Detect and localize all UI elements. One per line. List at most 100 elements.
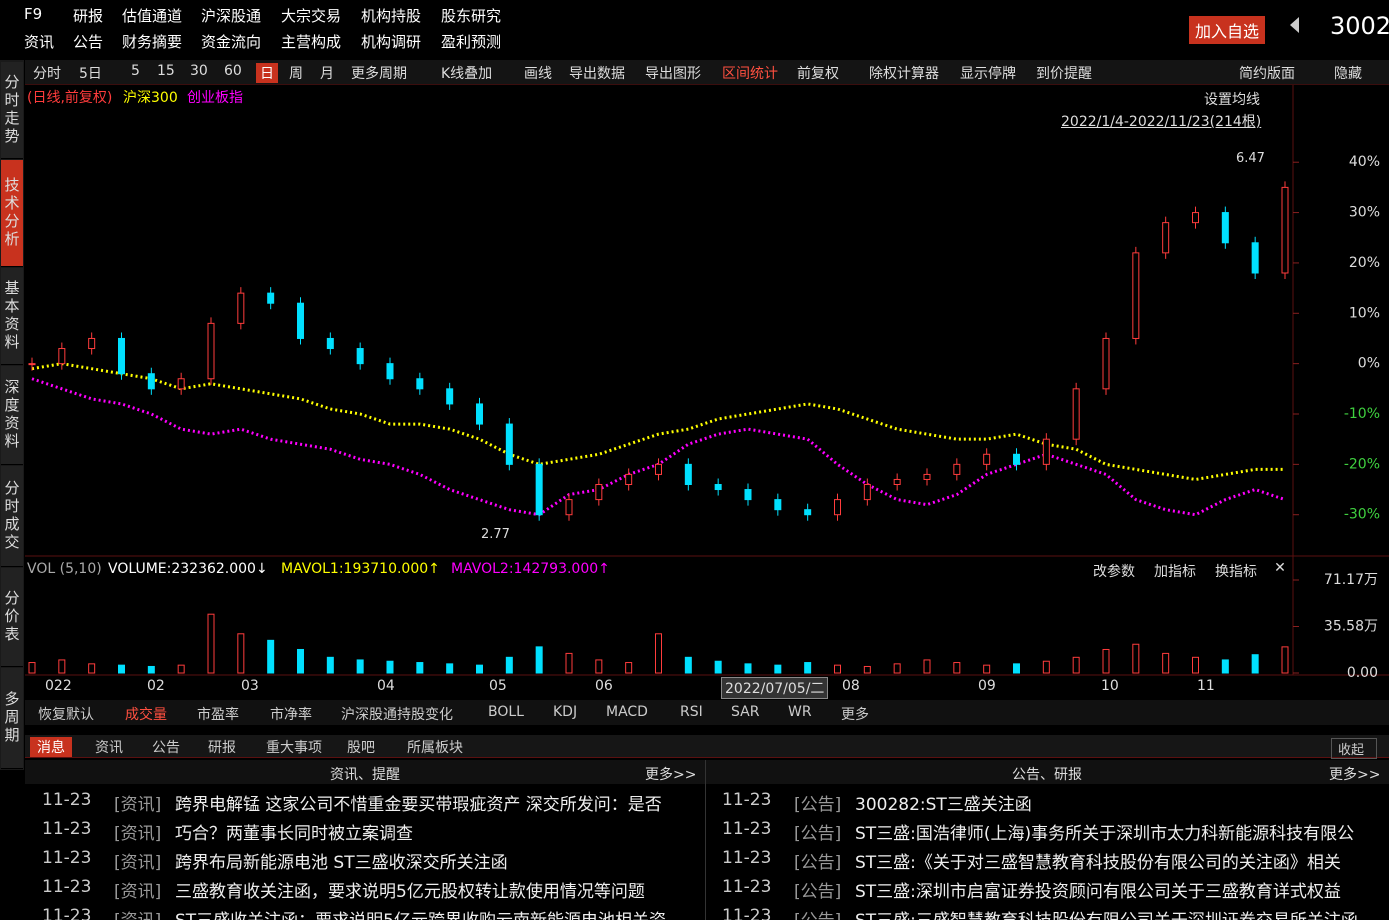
prev-arrow[interactable] [1290, 17, 1299, 33]
toolbar-button[interactable]: 显示停牌 [960, 66, 1016, 82]
menu-item[interactable]: 公告 [73, 33, 104, 51]
toolbar-button[interactable]: 简约版面 [1239, 66, 1295, 82]
volume-bar [565, 652, 573, 674]
candle [1132, 252, 1140, 339]
more-link[interactable]: 更多>> [1329, 767, 1381, 783]
volume-button[interactable]: 加指标 [1154, 564, 1196, 580]
indicator-tab[interactable]: 更多 [841, 707, 869, 723]
menu-item[interactable]: 机构持股 [361, 7, 422, 25]
close-button[interactable]: ✕ [1274, 560, 1286, 576]
indicator-tab[interactable]: KDJ [553, 704, 578, 720]
volume-button[interactable]: 改参数 [1093, 564, 1135, 580]
side-tab[interactable]: 分价表 [1, 568, 23, 667]
menu-item[interactable]: 主营构成 [281, 33, 342, 51]
candle [1102, 337, 1110, 390]
side-tab[interactable]: 基本资料 [1, 268, 23, 365]
toolbar-button[interactable]: 分时 [33, 66, 61, 82]
menu-item[interactable]: F9 [24, 5, 43, 23]
indicator-tab[interactable]: 市盈率 [197, 707, 239, 723]
menu-item[interactable]: 股东研究 [441, 7, 502, 25]
side-tab[interactable]: 分时走势 [1, 62, 23, 159]
toolbar-button[interactable]: 周 [289, 66, 303, 82]
side-tab[interactable]: 分时成交 [1, 466, 23, 567]
news-headline[interactable]: 跨界电解锰 这家公司不惜重金要买带瑕疵资产 深交所发问：是否 [175, 795, 662, 815]
volume-bar [58, 659, 66, 674]
toolbar-button[interactable]: 月 [320, 66, 334, 82]
indicator-tab[interactable]: 沪深股通持股变化 [341, 707, 453, 723]
candle [595, 484, 603, 501]
toolbar-button[interactable]: 区间统计 [722, 66, 778, 82]
side-tab[interactable]: 技术分析 [1, 160, 23, 267]
volume-button[interactable]: 换指标 [1215, 564, 1257, 580]
news-tab[interactable]: 股吧 [347, 740, 375, 756]
news-tab[interactable]: 研报 [208, 740, 236, 756]
indicator-tab[interactable]: BOLL [488, 704, 524, 720]
news-headline[interactable]: ST三盛:深圳市启富证券投资顾问有限公司关于三盛教育详式权益 [855, 882, 1341, 902]
toolbar-button[interactable]: 更多周期 [351, 66, 407, 82]
indicator-tab[interactable]: 市净率 [270, 707, 312, 723]
toolbar-button[interactable]: 到价提醒 [1036, 66, 1092, 82]
candle [446, 388, 454, 405]
indicator-tab[interactable]: WR [788, 704, 812, 720]
menu-item[interactable]: 沪深股通 [201, 7, 262, 25]
toolbar-button[interactable]: 隐藏 [1334, 66, 1362, 82]
news-headline[interactable]: 跨界布局新能源电池 ST三盛收深交所关注函 [175, 853, 508, 873]
settings-button[interactable]: 设置均线 [1204, 92, 1260, 108]
news-tab[interactable]: 重大事项 [266, 740, 322, 756]
toolbar-button[interactable]: 导出数据 [569, 66, 625, 82]
side-tab[interactable]: 多周期 [1, 668, 23, 769]
candle [893, 478, 901, 486]
volume-bar [1072, 656, 1080, 674]
indicator-tab[interactable]: 恢复默认 [38, 707, 94, 723]
indicator-tab[interactable]: 成交量 [125, 707, 167, 723]
toolbar-button[interactable]: 前复权 [797, 66, 839, 82]
menu-item[interactable]: 大宗交易 [281, 7, 342, 25]
collapse-button[interactable]: 收起 [1331, 738, 1378, 759]
menu-item[interactable]: 机构调研 [361, 33, 422, 51]
range-label: 2022/1/4-2022/11/23(214根) [1061, 114, 1262, 130]
toolbar-button[interactable]: 60 [224, 63, 242, 79]
volume-bar [923, 659, 931, 674]
news-tab[interactable]: 所属板块 [407, 740, 463, 756]
volume-header: VOLUME:232362.000↓ [108, 561, 268, 577]
menu-item[interactable]: 估值通道 [122, 7, 183, 25]
news-tag: [资讯] [114, 906, 161, 920]
toolbar-button[interactable]: 15 [157, 63, 175, 79]
toolbar-button[interactable]: 画线 [524, 66, 552, 82]
indicator-tab[interactable]: MACD [606, 704, 648, 720]
news-headline[interactable]: ST三盛:国浩律师(上海)事务所关于深圳市太力科新能源科技有限公 [855, 824, 1355, 844]
menu-item[interactable]: 资讯 [24, 33, 55, 51]
toolbar-button[interactable]: K线叠加 [441, 66, 493, 82]
news-tab[interactable]: 资讯 [95, 740, 123, 756]
toolbar-button[interactable]: 日 [256, 63, 278, 83]
news-headline[interactable]: 300282:ST三盛关注函 [855, 795, 1032, 815]
menu-item[interactable]: 财务摘要 [122, 33, 183, 51]
volume-bar [446, 663, 454, 674]
news-tab[interactable]: 消息 [30, 737, 72, 757]
volume-bar [655, 633, 662, 674]
menu-item[interactable]: 盈利预测 [441, 33, 502, 51]
news-date: 11-23 [42, 848, 92, 868]
side-tab[interactable]: 深度资料 [1, 366, 23, 465]
volume-header: MAVOL2:142793.000↑ [451, 561, 610, 577]
toolbar-button[interactable]: 除权计算器 [869, 66, 939, 82]
news-headline[interactable]: 巧合？两董事长同时被立案调查 [175, 824, 413, 844]
news-tag: [公告] [794, 853, 842, 873]
indicator-tab[interactable]: SAR [731, 704, 760, 720]
news-headline[interactable]: 三盛教育收关注函，要求说明5亿元股权转让款使用情况等问题 [175, 882, 645, 902]
news-headline[interactable]: ST三盛:三盛智慧教育科技股份有限公司关于深圳证券交易所关注函 [855, 906, 1387, 920]
volume-bar [267, 639, 275, 674]
more-link[interactable]: 更多>> [645, 767, 697, 783]
news-headline[interactable]: ST三盛收关注函：要求说明5亿元跨界收购云南新能源电池相关资 [175, 906, 703, 920]
add-watchlist[interactable]: 加入自选 [1189, 16, 1266, 44]
news-headline[interactable]: ST三盛:《关于对三盛智慧教育科技股份有限公司的关注函》相关 [855, 853, 1341, 873]
x-tick-label: 04 [377, 678, 395, 694]
toolbar-button[interactable]: 5 [131, 63, 140, 79]
news-tab[interactable]: 公告 [152, 740, 180, 756]
toolbar-button[interactable]: 5日 [79, 66, 102, 82]
indicator-tab[interactable]: RSI [680, 704, 703, 720]
menu-item[interactable]: 资金流向 [201, 33, 262, 51]
toolbar-button[interactable]: 导出图形 [645, 66, 701, 82]
toolbar-button[interactable]: 30 [190, 63, 208, 79]
menu-item[interactable]: 研报 [73, 7, 104, 25]
